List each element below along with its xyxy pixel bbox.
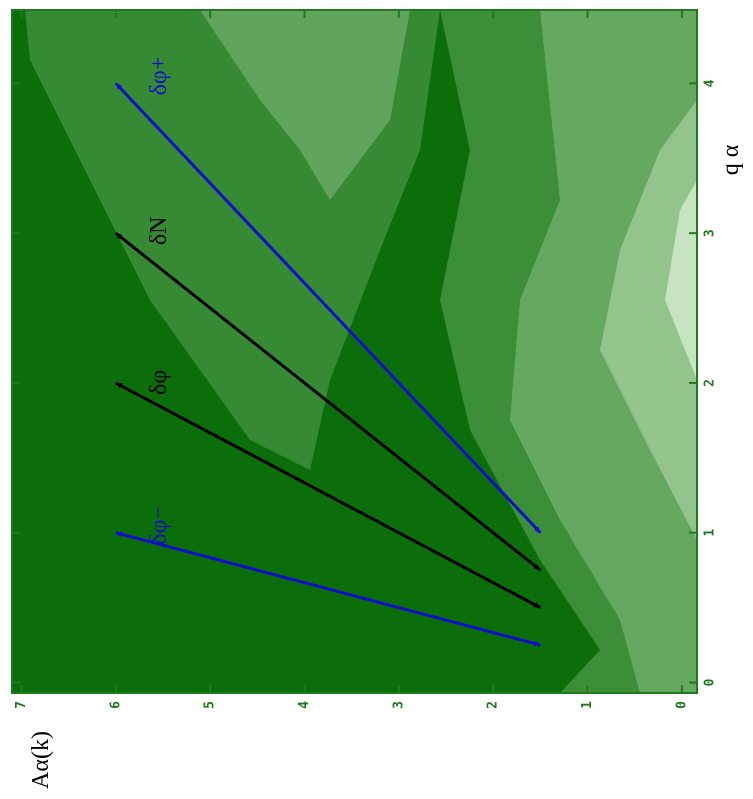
y-tick-label: 2 bbox=[486, 701, 501, 709]
x-tick-label: 3 bbox=[703, 229, 718, 237]
y-tick-label: 7 bbox=[14, 701, 29, 709]
x-axis-label: q α bbox=[718, 144, 744, 175]
x-tick-label: 1 bbox=[703, 529, 718, 537]
y-tick-label: 3 bbox=[391, 701, 406, 709]
series-label: δN bbox=[146, 217, 172, 246]
y-tick-label: 5 bbox=[203, 701, 218, 709]
y-tick-label: 1 bbox=[580, 701, 595, 709]
series-label: δφ+ bbox=[146, 57, 172, 96]
x-tick-label: 0 bbox=[703, 678, 718, 686]
x-tick-label: 2 bbox=[703, 379, 718, 387]
contour-background bbox=[11, 9, 698, 694]
y-tick-label: 4 bbox=[297, 701, 312, 709]
x-tick-label: 4 bbox=[703, 79, 718, 87]
arrow-line bbox=[114, 82, 542, 534]
series-label: δφ− bbox=[146, 506, 172, 545]
series-label: δφ bbox=[146, 370, 172, 395]
y-tick-label: 6 bbox=[108, 701, 123, 709]
y-tick-label: 0 bbox=[674, 701, 689, 709]
y-axis-label: Aα(k) bbox=[28, 731, 54, 789]
